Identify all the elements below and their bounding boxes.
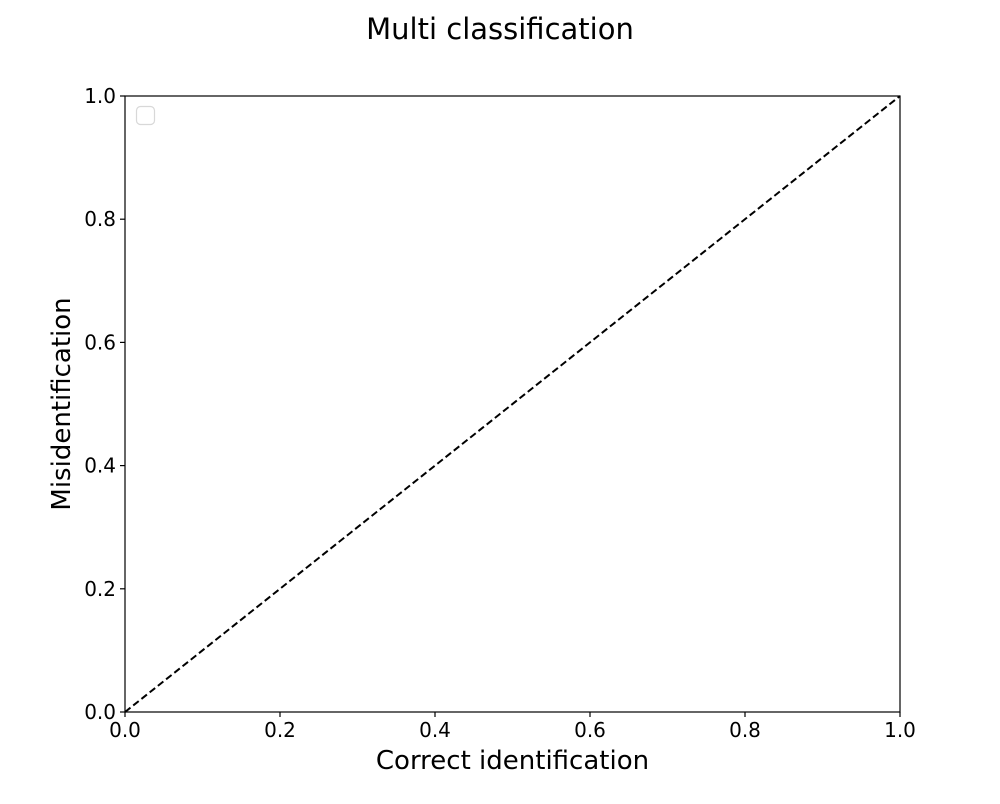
y-tick-label: 0.6 [84,330,116,354]
diagonal-reference-line [124,95,901,713]
series-layer [124,95,901,713]
x-axis-label: Correct identification [376,746,649,776]
y-tick-label: 0.0 [84,700,116,724]
y-tick-label: 0.8 [84,207,116,231]
y-axis-label: Misidentification [47,297,77,510]
y-tick-label: 1.0 [84,84,116,108]
x-tick-label: 0.6 [574,718,606,742]
x-tick-label: 0.0 [109,718,141,742]
y-tick-label: 0.2 [84,577,116,601]
y-tick-label: 0.4 [84,454,116,478]
x-tick-label: 0.4 [419,718,451,742]
x-axis-ticks: 0.0 0.2 0.4 0.6 0.8 1.0 [109,712,916,742]
y-axis-ticks: 0.0 0.2 0.4 0.6 0.8 1.0 [84,84,125,724]
chart-title: Multi classification [366,12,634,46]
x-tick-label: 0.8 [729,718,761,742]
legend-box [135,105,156,126]
x-tick-label: 0.2 [264,718,296,742]
x-tick-label: 1.0 [884,718,916,742]
plot-frame [124,95,901,713]
